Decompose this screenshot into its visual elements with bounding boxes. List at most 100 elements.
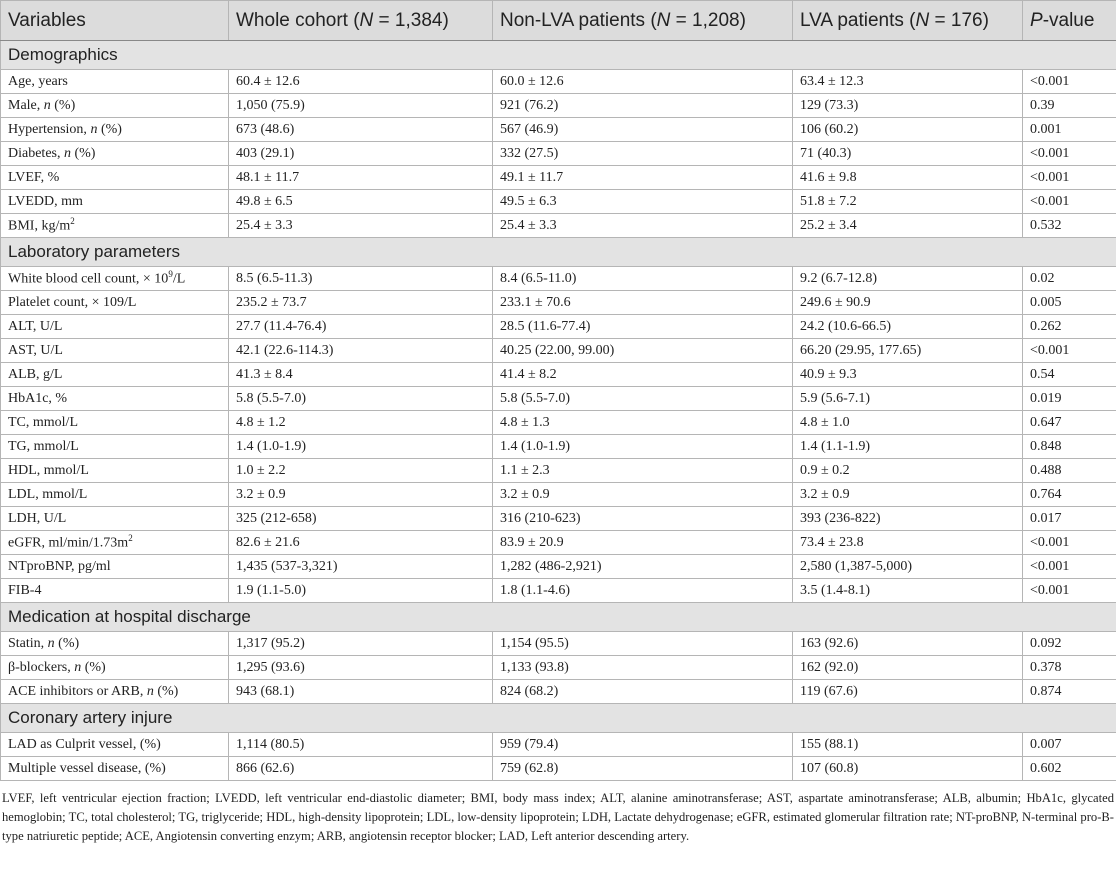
section-row: Coronary artery injure bbox=[0, 703, 1116, 733]
value-cell: 0.092 bbox=[1022, 631, 1116, 656]
value-cell: 82.6 ± 21.6 bbox=[228, 530, 493, 555]
variable-cell: LVEF, % bbox=[0, 165, 229, 190]
variable-cell: TG, mmol/L bbox=[0, 434, 229, 459]
value-cell: 1.4 (1.0-1.9) bbox=[492, 434, 793, 459]
value-cell: 106 (60.2) bbox=[792, 117, 1023, 142]
variable-cell: LDH, U/L bbox=[0, 506, 229, 531]
variable-cell: β-blockers, n (%) bbox=[0, 655, 229, 680]
data-row: NTproBNP, pg/ml 1,435 (537-3,321) 1,282 (4… bbox=[0, 554, 1116, 579]
value-cell: 41.3 ± 8.4 bbox=[228, 362, 493, 387]
value-cell: 8.5 (6.5-11.3) bbox=[228, 266, 493, 291]
variable-cell: LVEDD, mm bbox=[0, 189, 229, 214]
value-cell: 4.8 ± 1.2 bbox=[228, 410, 493, 435]
variable-cell: Age, years bbox=[0, 69, 229, 94]
value-cell: 5.8 (5.5-7.0) bbox=[228, 386, 493, 411]
italic-run: P bbox=[1030, 9, 1043, 31]
variable-cell: FIB-4 bbox=[0, 578, 229, 603]
data-row: eGFR, ml/min/1.73m2 82.6 ± 21.6 83.9 ± 20.… bbox=[0, 530, 1116, 555]
section-title: Coronary artery injure bbox=[0, 703, 1116, 733]
text-run: β-blockers, bbox=[8, 659, 75, 675]
data-row: ALB, g/L 41.3 ± 8.4 41.4 ± 8.2 40.9 ± 9.3 0.… bbox=[0, 362, 1116, 387]
data-row: TC, mmol/L 4.8 ± 1.2 4.8 ± 1.3 4.8 ± 1.0 0.6… bbox=[0, 410, 1116, 435]
data-row: Male, n (%) 1,050 (75.9) 921 (76.2) 129 (73… bbox=[0, 93, 1116, 118]
value-cell: 2,580 (1,387-5,000) bbox=[792, 554, 1023, 579]
data-row: LAD as Culprit vessel, (%) 1,114 (80.5) 95… bbox=[0, 732, 1116, 757]
section-title: Demographics bbox=[0, 40, 1116, 70]
header-cell: Variables bbox=[0, 0, 229, 41]
value-cell: 49.8 ± 6.5 bbox=[228, 189, 493, 214]
data-row: β-blockers, n (%) 1,295 (93.6) 1,133 (93.8… bbox=[0, 655, 1116, 680]
data-row: HDL, mmol/L 1.0 ± 2.2 1.1 ± 2.3 0.9 ± 0.2 0.… bbox=[0, 458, 1116, 483]
header-cell: Non-LVA patients (N = 1,208) bbox=[492, 0, 793, 41]
italic-run: n bbox=[90, 121, 98, 137]
section-row: Laboratory parameters bbox=[0, 237, 1116, 267]
data-table: Variables Whole cohort (N = 1,384) Non-LVA… bbox=[0, 0, 1116, 781]
value-cell: 25.2 ± 3.4 bbox=[792, 213, 1023, 238]
value-cell: 3.2 ± 0.9 bbox=[492, 482, 793, 507]
text-run: -value bbox=[1042, 9, 1095, 31]
variable-cell: Diabetes, n (%) bbox=[0, 141, 229, 166]
text-run: (%) bbox=[54, 635, 80, 651]
value-cell: 0.874 bbox=[1022, 679, 1116, 704]
variable-cell: White blood cell count, × 109/L bbox=[0, 266, 229, 291]
value-cell: 0.54 bbox=[1022, 362, 1116, 387]
variable-cell: Male, n (%) bbox=[0, 93, 229, 118]
variable-cell: HDL, mmol/L bbox=[0, 458, 229, 483]
footnote: LVEF, left ventricular ejection fraction… bbox=[2, 791, 1114, 843]
value-cell: <0.001 bbox=[1022, 554, 1116, 579]
value-cell: 1,317 (95.2) bbox=[228, 631, 493, 656]
value-cell: 1,154 (95.5) bbox=[492, 631, 793, 656]
value-cell: 107 (60.8) bbox=[792, 756, 1023, 781]
variable-cell: AST, U/L bbox=[0, 338, 229, 363]
value-cell: 0.02 bbox=[1022, 266, 1116, 291]
text-run: Male, bbox=[8, 97, 44, 113]
value-cell: 119 (67.6) bbox=[792, 679, 1023, 704]
value-cell: 1,114 (80.5) bbox=[228, 732, 493, 757]
variable-cell: LDL, mmol/L bbox=[0, 482, 229, 507]
data-row: Age, years 60.4 ± 12.6 60.0 ± 12.6 63.4 ± 1… bbox=[0, 69, 1116, 94]
value-cell: 4.8 ± 1.3 bbox=[492, 410, 793, 435]
value-cell: 403 (29.1) bbox=[228, 141, 493, 166]
value-cell: 48.1 ± 11.7 bbox=[228, 165, 493, 190]
value-cell: 1,050 (75.9) bbox=[228, 93, 493, 118]
header-cell: P-value bbox=[1022, 0, 1116, 41]
data-row: HbA1c, % 5.8 (5.5-7.0) 5.8 (5.5-7.0) 5.9 (5… bbox=[0, 386, 1116, 411]
variable-cell: HbA1c, % bbox=[0, 386, 229, 411]
value-cell: 567 (46.9) bbox=[492, 117, 793, 142]
value-cell: 921 (76.2) bbox=[492, 93, 793, 118]
value-cell: 73.4 ± 23.8 bbox=[792, 530, 1023, 555]
value-cell: <0.001 bbox=[1022, 530, 1116, 555]
text-run: = 176) bbox=[929, 9, 989, 31]
value-cell: 943 (68.1) bbox=[228, 679, 493, 704]
text-run: (%) bbox=[97, 121, 122, 137]
value-cell: 28.5 (11.6-77.4) bbox=[492, 314, 793, 339]
data-row: LDH, U/L 325 (212-658) 316 (210-623) 393 (2… bbox=[0, 506, 1116, 531]
value-cell: 83.9 ± 20.9 bbox=[492, 530, 793, 555]
value-cell: 41.6 ± 9.8 bbox=[792, 165, 1023, 190]
value-cell: 41.4 ± 8.2 bbox=[492, 362, 793, 387]
value-cell: 393 (236-822) bbox=[792, 506, 1023, 531]
section-row: Medication at hospital discharge bbox=[0, 602, 1116, 632]
value-cell: 0.019 bbox=[1022, 386, 1116, 411]
data-row: FIB-4 1.9 (1.1-5.0) 1.8 (1.1-4.6) 3.5 (1.4-… bbox=[0, 578, 1116, 603]
value-cell: 163 (92.6) bbox=[792, 631, 1023, 656]
value-cell: 1.4 (1.1-1.9) bbox=[792, 434, 1023, 459]
value-cell: 71 (40.3) bbox=[792, 141, 1023, 166]
section-title: Laboratory parameters bbox=[0, 237, 1116, 267]
text-run: (%) bbox=[153, 683, 179, 699]
superscript: 9 bbox=[168, 269, 173, 280]
italic-run: n bbox=[74, 659, 82, 675]
text-run: Statin, bbox=[8, 635, 48, 651]
text-run: (%) bbox=[50, 97, 76, 113]
value-cell: 0.488 bbox=[1022, 458, 1116, 483]
text-run: = 1,384) bbox=[373, 9, 449, 31]
text-run: ACE inhibitors or ARB, bbox=[8, 683, 147, 699]
data-row: White blood cell count, × 109/L 8.5 (6.5-… bbox=[0, 266, 1116, 291]
value-cell: <0.001 bbox=[1022, 189, 1116, 214]
text-run: White blood cell count, × 10 bbox=[8, 271, 169, 287]
value-cell: 1,295 (93.6) bbox=[228, 655, 493, 680]
value-cell: 49.5 ± 6.3 bbox=[492, 189, 793, 214]
value-cell: 5.9 (5.6-7.1) bbox=[792, 386, 1023, 411]
value-cell: 316 (210-623) bbox=[492, 506, 793, 531]
